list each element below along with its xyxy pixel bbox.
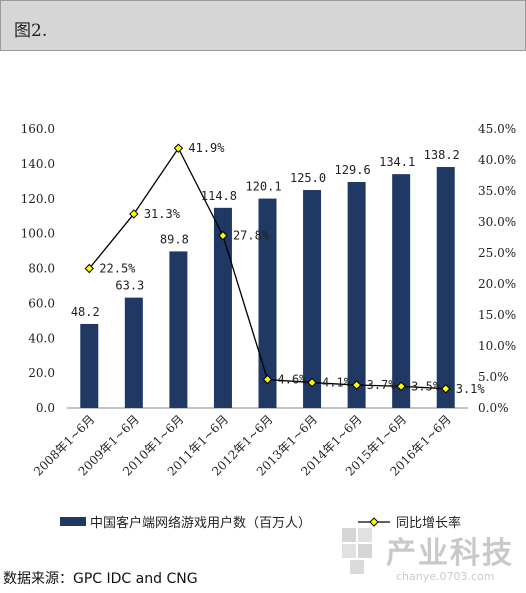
figure-title: 图2. [14,21,48,41]
y-right-tick-label: 5.0% [478,370,509,384]
bar [80,323,99,408]
bar-value-label: 63.3 [115,279,144,293]
y-right-tick-label: 40.0% [478,153,516,167]
bar-value-label: 120.1 [245,180,281,194]
bar [392,174,411,408]
bar-value-label: 89.8 [160,232,189,246]
bar [124,297,143,408]
bar-value-label: 134.1 [379,155,415,169]
y-right-tick-label: 25.0% [478,246,516,260]
source-note: 数据来源：GPC IDC and CNG [3,571,198,587]
growth-rate-marker [441,384,451,394]
y-right-tick-label: 45.0% [478,122,516,136]
growth-rate-marker [173,143,184,153]
growth-rate-marker [218,230,228,241]
y-left-tick-label: 160.0 [21,122,55,136]
growth-rate-label: 41.9% [188,141,225,155]
bar-value-label: 125.0 [290,171,326,185]
bar [436,167,455,408]
y-left-tick-label: 40.0 [28,331,55,345]
bar [213,207,232,408]
y-left-tick-label: 0.0 [36,401,55,415]
y-left-tick-label: 120.0 [21,192,55,206]
y-left-tick-label: 60.0 [28,296,55,310]
growth-rate-label: 4.6% [278,372,308,386]
growth-rate-marker [396,381,406,392]
bar-value-label: 129.6 [335,163,371,177]
y-right-tick-label: 30.0% [478,215,516,229]
bar-value-label: 48.2 [71,305,100,319]
y-right-tick-label: 0.0% [478,401,509,415]
y-right-tick-label: 35.0% [478,184,516,198]
legend-bar-label: 中国客户端网络游戏用户数（百万人） [90,515,311,531]
growth-rate-marker [262,374,273,385]
growth-rate-label: 4.1% [322,376,352,390]
growth-rate-marker [307,377,317,388]
legend-line-marker [369,517,379,527]
growth-rate-label: 22.5% [99,262,136,276]
y-left-tick-label: 20.0 [28,366,55,380]
bar [169,251,188,408]
legend-bar-swatch [60,517,86,526]
figure-header: 图2. [0,0,526,51]
watermark-logo: 产业科技 chanye.0703.com [338,520,523,590]
y-left-tick-label: 80.0 [28,262,55,276]
growth-rate-marker [129,209,139,219]
y-left-tick-label: 100.0 [21,227,55,241]
watermark-url: chanye.0703.com [396,570,495,583]
bar [347,182,366,408]
y-right-tick-label: 20.0% [478,277,516,291]
y-right-tick-label: 15.0% [478,308,516,322]
y-left-tick-label: 140.0 [21,157,55,171]
growth-rate-marker [351,380,362,390]
growth-rate-label: 3.7% [367,378,397,392]
growth-rate-label: 27.8% [233,229,270,243]
bar-value-label: 114.8 [201,189,237,203]
growth-rate-label: 3.1% [456,382,486,396]
y-right-tick-label: 10.0% [478,339,516,353]
watermark-text: 产业科技 [386,536,514,571]
bar [258,198,277,408]
growth-rate-marker [84,263,94,274]
bar [303,190,322,408]
growth-rate-label: 3.5% [411,379,441,393]
growth-rate-label: 31.3% [144,207,181,221]
legend-line-label: 同比增长率 [396,515,461,531]
bar-value-label: 138.2 [424,148,460,162]
